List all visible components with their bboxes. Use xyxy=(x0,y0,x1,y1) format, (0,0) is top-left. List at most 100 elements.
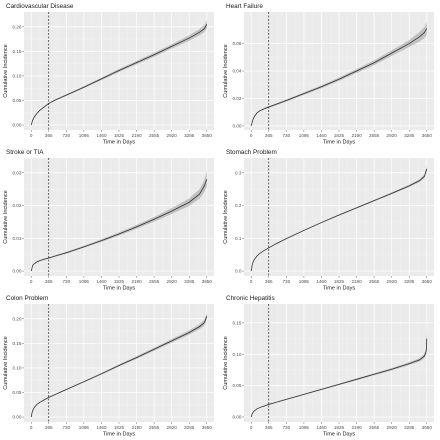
y-tick-label: 0.00 xyxy=(12,123,21,128)
x-tick-label: 1095 xyxy=(79,425,90,430)
x-tick-label: 2190 xyxy=(131,425,142,430)
y-tick-label: 0.05 xyxy=(12,98,21,103)
x-tick-label: 3285 xyxy=(404,425,415,430)
x-tick-label: 3285 xyxy=(404,133,415,138)
y-tick-label: 0.00 xyxy=(12,269,21,274)
y-axis-label: Cumulative Incidence xyxy=(3,190,9,243)
series-line xyxy=(30,316,208,418)
x-tick-label: 2555 xyxy=(369,425,380,430)
x-tick-label: 1460 xyxy=(316,425,327,430)
x-axis-label: Time in Days xyxy=(323,140,356,146)
x-tick-label: 1825 xyxy=(334,425,345,430)
series-line xyxy=(250,168,428,272)
x-tick-label: 0 xyxy=(30,425,33,430)
x-tick-label: 365 xyxy=(265,279,273,284)
x-tick-label: 3285 xyxy=(184,425,195,430)
x-tick-label: 0 xyxy=(250,425,253,430)
x-tick-label: 2555 xyxy=(149,133,160,138)
x-tick-label: 1095 xyxy=(299,133,310,138)
x-tick-label: 2920 xyxy=(387,425,398,430)
y-tick-label: 0.10 xyxy=(232,352,241,357)
x-tick-label: 1095 xyxy=(79,133,90,138)
x-tick-label: 2555 xyxy=(149,425,160,430)
y-tick-label: 0.03 xyxy=(12,170,21,175)
y-tick-label: 0.20 xyxy=(12,24,21,29)
y-axis-label: Cumulative Incidence xyxy=(3,44,9,97)
x-tick-label: 2555 xyxy=(369,279,380,284)
x-tick-label: 2190 xyxy=(131,279,142,284)
y-tick-label: 0.20 xyxy=(12,316,21,321)
x-tick-label: 1460 xyxy=(316,133,327,138)
x-tick-label: 1460 xyxy=(96,425,107,430)
x-tick-label: 1825 xyxy=(334,279,345,284)
x-tick-label: 730 xyxy=(62,133,70,138)
x-tick-label: 2190 xyxy=(351,425,362,430)
x-tick-label: 3650 xyxy=(202,279,213,284)
y-tick-label: 0.00 xyxy=(232,123,241,128)
x-tick-label: 2190 xyxy=(131,133,142,138)
chart-panel: Colon Problem 0 365 730 1095 1460 1825 2190 2555… xyxy=(3,295,214,438)
x-tick-label: 730 xyxy=(282,425,290,430)
y-tick-label: 0.10 xyxy=(12,74,21,79)
chart-title: Stroke or TIA xyxy=(6,149,44,156)
x-tick-label: 730 xyxy=(282,133,290,138)
x-axis-label: Time in Days xyxy=(103,140,136,146)
chart-panel: Cardiovascular Disease 0 365 730 1095 1460 182… xyxy=(3,3,214,146)
x-tick-label: 3650 xyxy=(202,425,213,430)
x-tick-label: 1460 xyxy=(96,279,107,284)
x-tick-label: 365 xyxy=(265,133,273,138)
chart-panel: Stroke or TIA 0 365 730 1095 1460 1825 2190 2555… xyxy=(3,149,214,292)
chart-panel: Stomach Problem 0 365 730 1095 1460 1825 2190 25… xyxy=(223,149,434,292)
x-tick-label: 730 xyxy=(62,425,70,430)
x-tick-label: 2920 xyxy=(387,279,398,284)
y-tick-label: 0.06 xyxy=(232,41,241,46)
x-tick-label: 3285 xyxy=(184,279,195,284)
x-tick-label: 2555 xyxy=(369,133,380,138)
x-tick-label: 2920 xyxy=(167,425,178,430)
y-tick-label: 0.04 xyxy=(232,69,241,74)
x-tick-label: 3650 xyxy=(202,133,213,138)
y-tick-label: 0.1 xyxy=(235,236,242,241)
x-tick-label: 365 xyxy=(45,279,53,284)
x-axis-label: Time in Days xyxy=(103,286,136,292)
x-axis-label: Time in Days xyxy=(323,432,356,438)
x-tick-label: 1825 xyxy=(114,279,125,284)
series-line xyxy=(30,179,208,272)
y-tick-label: 0.3 xyxy=(235,170,242,175)
x-tick-label: 2555 xyxy=(149,279,160,284)
chart-title: Cardiovascular Disease xyxy=(6,3,74,10)
y-tick-label: 0.05 xyxy=(232,383,241,388)
chart-panel: Heart Failure 0 365 730 1095 1460 1825 2190 2555… xyxy=(223,3,434,146)
chart-panel: Chronic Hepatitis 0 365 730 1095 1460 1825 2190… xyxy=(223,295,434,438)
x-tick-label: 1825 xyxy=(114,425,125,430)
y-tick-label: 0.2 xyxy=(235,203,242,208)
y-axis-label: Cumulative Incidence xyxy=(223,44,229,97)
series-line xyxy=(30,24,208,126)
series-line xyxy=(250,28,428,126)
y-tick-label: 0.02 xyxy=(232,96,241,101)
x-tick-label: 1095 xyxy=(299,279,310,284)
x-tick-label: 365 xyxy=(265,425,273,430)
x-tick-label: 3285 xyxy=(404,279,415,284)
x-tick-label: 1825 xyxy=(334,133,345,138)
y-tick-label: 0.02 xyxy=(12,203,21,208)
x-tick-label: 1095 xyxy=(299,425,310,430)
y-axis-label: Cumulative Incidence xyxy=(3,336,9,389)
y-axis-label: Cumulative Incidence xyxy=(223,336,229,389)
x-tick-label: 0 xyxy=(250,133,253,138)
x-tick-label: 3285 xyxy=(184,133,195,138)
x-tick-label: 2920 xyxy=(167,279,178,284)
x-tick-label: 365 xyxy=(45,133,53,138)
y-tick-label: 0.10 xyxy=(12,366,21,371)
x-tick-label: 0 xyxy=(250,279,253,284)
x-tick-label: 365 xyxy=(45,425,53,430)
y-tick-label: 0.01 xyxy=(12,236,21,241)
x-tick-label: 2190 xyxy=(351,279,362,284)
x-tick-label: 1460 xyxy=(96,133,107,138)
chart-title: Heart Failure xyxy=(226,3,263,10)
x-tick-label: 2920 xyxy=(167,133,178,138)
x-axis-label: Time in Days xyxy=(103,432,136,438)
x-tick-label: 3650 xyxy=(422,425,433,430)
x-tick-label: 0 xyxy=(30,279,33,284)
